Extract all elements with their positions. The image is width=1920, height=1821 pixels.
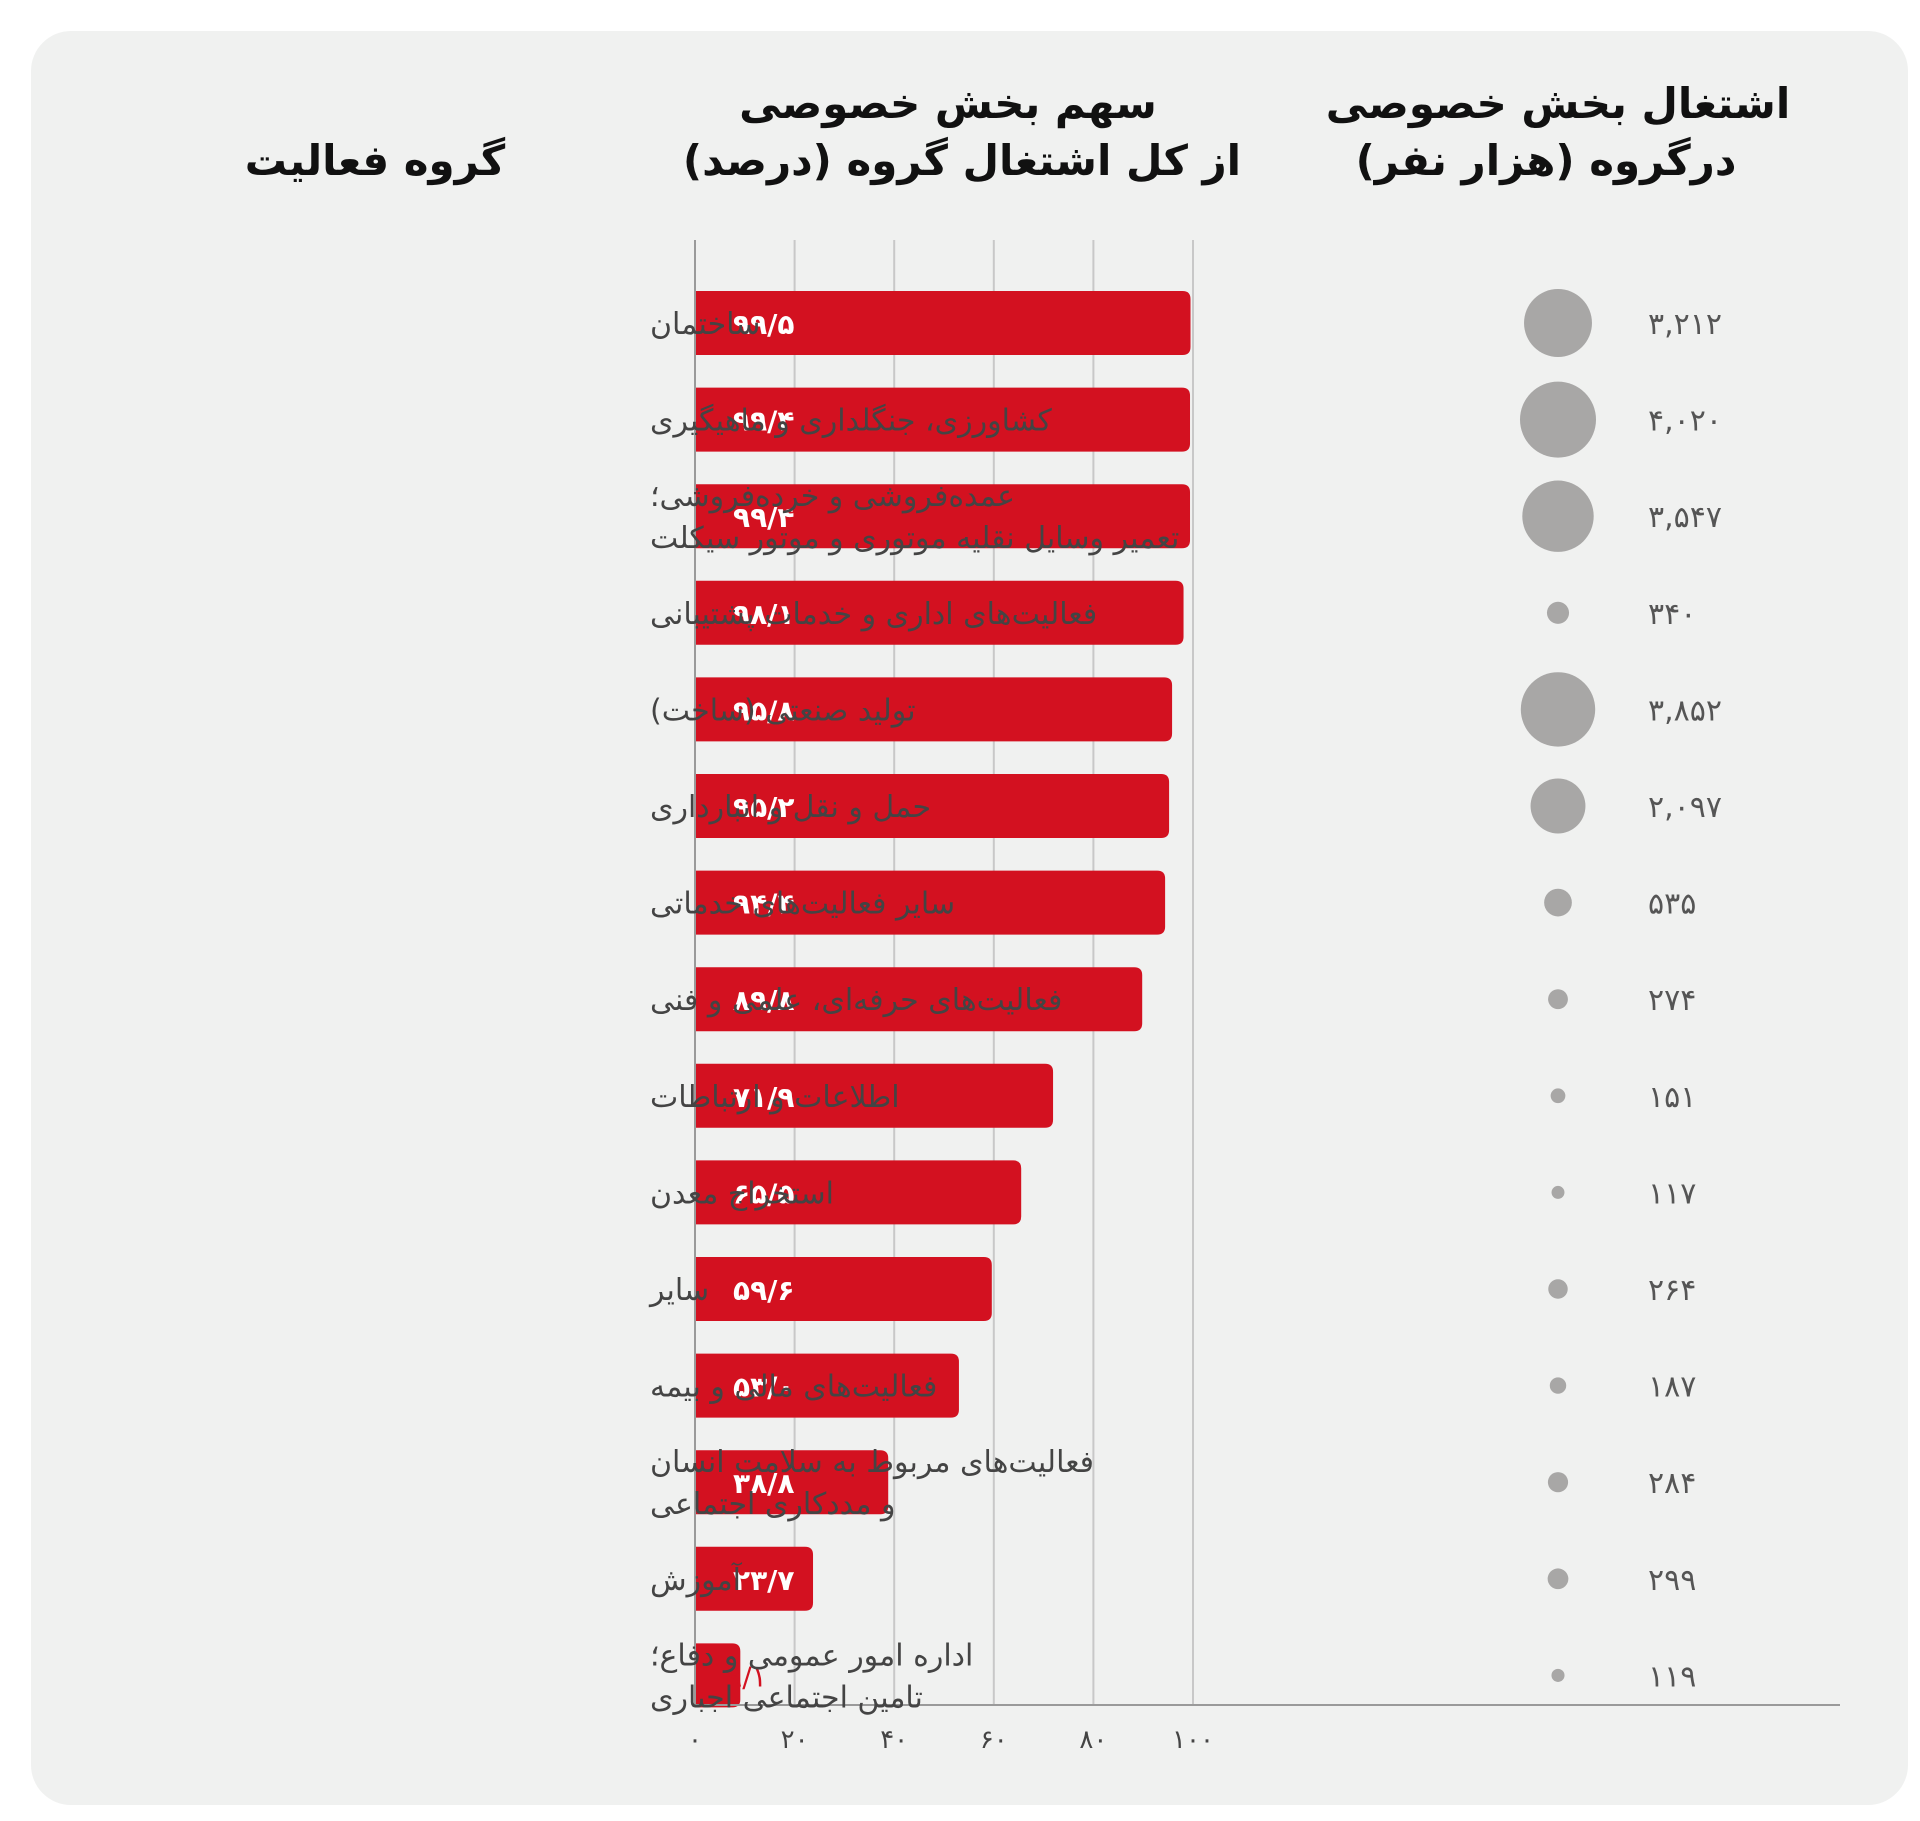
bar-value-label: ۹۹/۴: [733, 501, 795, 534]
x-axis: ۰ ۲۰ ۴۰ ۶۰ ۸۰ ۱۰۰: [688, 240, 1840, 1755]
bar-value-label: ۲۳/۷: [733, 1564, 795, 1597]
category-label: سایر: [648, 1273, 709, 1308]
bar: [695, 677, 1173, 742]
category-label: اطلاعات و ارتباطات: [650, 1080, 900, 1115]
employment-bubble: [1547, 1472, 1569, 1493]
employment-bubble: [1549, 1377, 1567, 1394]
bar-value-label: ۹۵/۸: [733, 694, 795, 727]
bar-value-label: ۷۱/۹: [733, 1081, 795, 1114]
bar: [695, 1353, 959, 1418]
employment-value-label: ۲۸۴: [1648, 1466, 1696, 1501]
bar: [695, 291, 1191, 355]
employment-value-label: ۳,۸۵۲: [1648, 693, 1722, 728]
bar-value-label: ۵۹/۶: [733, 1274, 795, 1307]
employment-value-label: ۴,۰۲۰: [1648, 404, 1722, 439]
employment-value-label: ۲۶۴: [1648, 1273, 1696, 1308]
bar-value-label: ۹۴/۴: [733, 888, 795, 921]
bar: [695, 1160, 1022, 1225]
category-label: فعالیت‌های حرفه‌ای، علمی و فنی: [650, 983, 1062, 1018]
bar: [695, 967, 1143, 1032]
employment-bubble: [1524, 289, 1592, 357]
bar: [695, 774, 1170, 838]
header-share-line1: سهم بخش خصوصی: [739, 79, 1157, 129]
category-label: و مددکاری اجتماعی: [650, 1487, 895, 1522]
bar: [695, 387, 1191, 452]
employment-value-label: ۱۱۷: [1648, 1176, 1696, 1211]
bar-value-label: ۹۹/۴: [733, 405, 795, 438]
category-label: سایر فعالیت‌های خدماتی: [650, 887, 955, 922]
category-label: فعالیت‌های اداری و خدمات پشتیبانی: [650, 597, 1097, 632]
category-label: تولید صنعتی (ساخت): [650, 693, 916, 728]
employment-value-label: ۳,۲۱۲: [1648, 307, 1722, 342]
header-employment-line1: اشتغال بخش خصوصی: [1326, 79, 1790, 129]
category-label: تعمیر وسایل نقلیه موتوری و موتور سیکلت: [650, 521, 1179, 556]
x-tick-label: ۰: [688, 1725, 702, 1755]
bar-value-label: ۹۹/۵: [733, 308, 795, 341]
x-tick-label: ۱۰۰: [1172, 1725, 1214, 1755]
category-label: حمل و نقل و انبارداری: [650, 790, 931, 825]
bar-series: ۹۹/۵ ۹۹/۴ ۹۹/۴ ۹۸/۱ ۹۵/۸ ۹۵/۲ ۹۴/۴ ۸۹/۸ ۷۱/۹ ۶۵/۵…: [695, 291, 1191, 1708]
employment-bubble: [1544, 888, 1572, 917]
bar-value-label: ۹/۱: [727, 1660, 767, 1693]
employment-bubble: [1550, 1088, 1566, 1104]
category-label: کشاورزی، جنگلداری و ماهیگیری: [650, 404, 1053, 439]
employment-bubble: [1520, 672, 1596, 747]
category-label: فعالیت‌های مالی و بیمه: [650, 1370, 937, 1405]
employment-bubble: [1547, 1568, 1569, 1590]
header-employment-line2: درگروه (هزار نفر): [1356, 136, 1737, 186]
employment-value-label: ۱۵۱: [1648, 1080, 1696, 1115]
employment-bubble: [1551, 1668, 1565, 1682]
employment-value-label: ۱۱۹: [1648, 1659, 1696, 1694]
bar: [695, 1063, 1054, 1128]
category-labels: ساختمان کشاورزی، جنگلداری و ماهیگیری عمده‌…: [648, 307, 1179, 1715]
category-label: ساختمان: [650, 307, 760, 342]
employment-bubble: [1548, 1279, 1568, 1299]
category-label: عمده‌فروشی و خرده‌فروشی؛: [650, 479, 1015, 514]
employment-bubble: [1522, 480, 1594, 552]
bar: [695, 1546, 814, 1611]
header-activity: گروه فعالیت: [245, 136, 506, 186]
x-tick-label: ۸۰: [1079, 1725, 1107, 1755]
employment-value-label: ۱۸۷: [1648, 1370, 1696, 1405]
bar: [695, 484, 1191, 549]
bubble-series: ۳,۲۱۲ ۴,۰۲۰ ۳,۵۴۷ ۳۴۰ ۳,۸۵۲ ۲,۰۹۷ ۵۳۵ ۲۷۴ ۱۵۱ ۱۱۷…: [1520, 289, 1722, 1694]
category-label: آموزش: [650, 1562, 743, 1598]
bar-value-label: ۹۵/۲: [733, 791, 795, 824]
employment-value-label: ۲,۰۹۷: [1648, 790, 1722, 825]
employment-bubble: [1520, 381, 1596, 458]
x-tick-label: ۲۰: [781, 1725, 809, 1755]
employment-bubble: [1546, 601, 1570, 624]
employment-value-label: ۲۹۹: [1648, 1563, 1696, 1598]
employment-value-label: ۳,۵۴۷: [1648, 500, 1722, 535]
x-tick-label: ۴۰: [880, 1725, 908, 1755]
bar: [695, 1450, 889, 1515]
bar-value-label: ۸۹/۸: [733, 984, 795, 1017]
employment-bubble: [1551, 1185, 1565, 1199]
category-label: فعالیت‌های مربوط به سلامت انسان: [650, 1445, 1094, 1480]
x-tick-label: ۶۰: [980, 1725, 1008, 1755]
bar: [695, 580, 1184, 645]
employment-value-label: ۲۷۴: [1648, 983, 1696, 1018]
bar-value-label: ۶۵/۵: [733, 1177, 795, 1210]
category-label: اداره امور عمومی و دفاع؛: [650, 1638, 973, 1673]
employment-value-label: ۳۴۰: [1648, 597, 1696, 632]
bar: [695, 1643, 741, 1708]
employment-value-label: ۵۳۵: [1648, 887, 1696, 922]
employment-bubble: [1548, 989, 1568, 1010]
bar-value-label: ۹۸/۱: [733, 598, 795, 631]
employment-bubble: [1530, 778, 1586, 834]
category-label: تامین اجتماعی اجباری: [650, 1680, 923, 1715]
bar-value-label: ۳۸/۸: [733, 1467, 795, 1500]
header-share-line2: از کل اشتغال گروه (درصد): [683, 136, 1241, 186]
bar-value-label: ۵۳/۰: [733, 1371, 795, 1404]
category-label: استخراج معدن: [650, 1176, 834, 1211]
bar: [695, 870, 1166, 935]
bar: [695, 1257, 992, 1321]
